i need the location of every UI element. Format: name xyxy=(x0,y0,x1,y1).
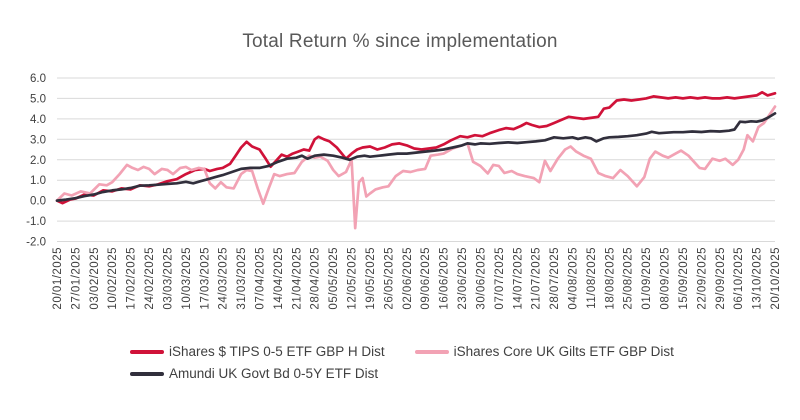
x-axis-tick-label: 02/06/2025 xyxy=(402,247,414,310)
x-axis-tick-label: 05/05/2025 xyxy=(328,247,340,310)
x-axis-tick-label: 19/05/2025 xyxy=(365,247,377,310)
y-axis-tick-label: -1.0 xyxy=(26,216,46,228)
x-axis-tick-label: 18/08/2025 xyxy=(604,247,616,310)
x-axis-tick-label: 03/02/2025 xyxy=(89,247,101,310)
y-axis-tick-label: 1.0 xyxy=(30,175,46,187)
chart-title: Total Return % since implementation xyxy=(242,31,558,52)
x-axis-tick-label: 09/06/2025 xyxy=(420,247,432,310)
x-axis-tick-label: 28/04/2025 xyxy=(310,247,322,310)
x-axis-tick-label: 29/09/2025 xyxy=(715,247,727,310)
x-axis-tick-label: 21/04/2025 xyxy=(291,247,303,310)
legend-line-marker-icon xyxy=(130,349,164,354)
x-axis-tick-label: 25/08/2025 xyxy=(623,247,635,310)
x-axis-tick-label: 10/02/2025 xyxy=(107,247,119,310)
y-axis-tick-label: 0.0 xyxy=(30,196,46,208)
x-axis-tick-label: 12/05/2025 xyxy=(347,247,359,310)
x-axis-tick-label: 17/02/2025 xyxy=(126,247,138,310)
x-axis-tick-label: 06/10/2025 xyxy=(733,247,745,310)
y-axis-tick-label: 6.0 xyxy=(30,73,46,85)
x-axis-tick-label: 24/03/2025 xyxy=(218,247,230,310)
x-axis-tick-label: 14/07/2025 xyxy=(512,247,524,310)
x-axis-tick-label: 03/03/2025 xyxy=(163,247,175,310)
x-axis-tick-label: 17/03/2025 xyxy=(199,247,211,310)
line-chart-plot-area: 6.0 5.0 4.0 3.0 2.0 1.0 0.0 -1.0 -2.0 20/01/2025 2… xyxy=(26,73,782,310)
series-line-amundi-uk-govt xyxy=(55,112,777,202)
legend-item-ishares-gilts: iShares Core UK Gilts ETF GBP Dist xyxy=(414,344,674,359)
x-axis-tick-label: 07/07/2025 xyxy=(494,247,506,310)
x-axis-tick-label: 27/01/2025 xyxy=(70,247,82,310)
series-line-ishares-tips xyxy=(55,90,777,205)
x-axis-tick-label: 31/03/2025 xyxy=(236,247,248,310)
x-axis-tick-label: 20/10/2025 xyxy=(770,247,782,310)
legend-line-marker-icon xyxy=(414,349,449,354)
legend-item-ishares-tips: iShares $ TIPS 0-5 ETF GBP H Dist xyxy=(130,344,385,359)
series-line-ishares-uk-gilts xyxy=(55,105,777,230)
x-axis-tick-label: 10/03/2025 xyxy=(181,247,193,310)
x-axis-tick-label: 26/05/2025 xyxy=(383,247,395,310)
x-axis-tick-label: 28/07/2025 xyxy=(549,247,561,310)
x-axis-tick-label: 20/01/2025 xyxy=(52,247,64,310)
x-axis-tick-label: 07/04/2025 xyxy=(255,247,267,310)
x-axis-tick-label: 21/07/2025 xyxy=(531,247,543,310)
x-axis-tick-label: 23/06/2025 xyxy=(457,247,469,310)
x-axis-tick-label: 24/02/2025 xyxy=(144,247,156,310)
x-axis-tick-label: 30/06/2025 xyxy=(475,247,487,310)
x-axis-tick-label: 15/09/2025 xyxy=(678,247,690,310)
x-axis-tick-label: 04/08/2025 xyxy=(568,247,580,310)
legend-label: iShares Core UK Gilts ETF GBP Dist xyxy=(453,344,674,359)
y-axis-tick-label: 2.0 xyxy=(30,155,46,167)
x-axis-tick-label: 01/09/2025 xyxy=(641,247,653,310)
y-axis-tick-label: 4.0 xyxy=(30,114,46,126)
legend-row: iShares $ TIPS 0-5 ETF GBP H Dist iShare… xyxy=(130,344,674,359)
y-axis-tick-label: 3.0 xyxy=(30,134,46,146)
x-axis-tick-label: 14/04/2025 xyxy=(273,247,285,310)
x-axis-tick-label: 11/08/2025 xyxy=(586,247,598,309)
x-axis-tick-label: 22/09/2025 xyxy=(696,247,708,310)
legend-line-marker-icon xyxy=(130,371,164,376)
y-axis-tick-label: 5.0 xyxy=(30,93,46,105)
chart-legend: iShares $ TIPS 0-5 ETF GBP H Dist iShare… xyxy=(130,344,674,381)
legend-label: Amundi UK Govt Bd 0-5Y ETF Dist xyxy=(169,366,379,381)
x-axis-tick-label: 16/06/2025 xyxy=(439,247,451,310)
x-axis-tick-label: 13/10/2025 xyxy=(752,247,764,310)
legend-row: Amundi UK Govt Bd 0-5Y ETF Dist xyxy=(130,366,674,381)
y-axis-tick-label: -2.0 xyxy=(26,237,46,249)
legend-label: iShares $ TIPS 0-5 ETF GBP H Dist xyxy=(169,344,385,359)
legend-item-amundi: Amundi UK Govt Bd 0-5Y ETF Dist xyxy=(130,366,378,381)
x-axis-tick-label: 08/09/2025 xyxy=(660,247,672,310)
